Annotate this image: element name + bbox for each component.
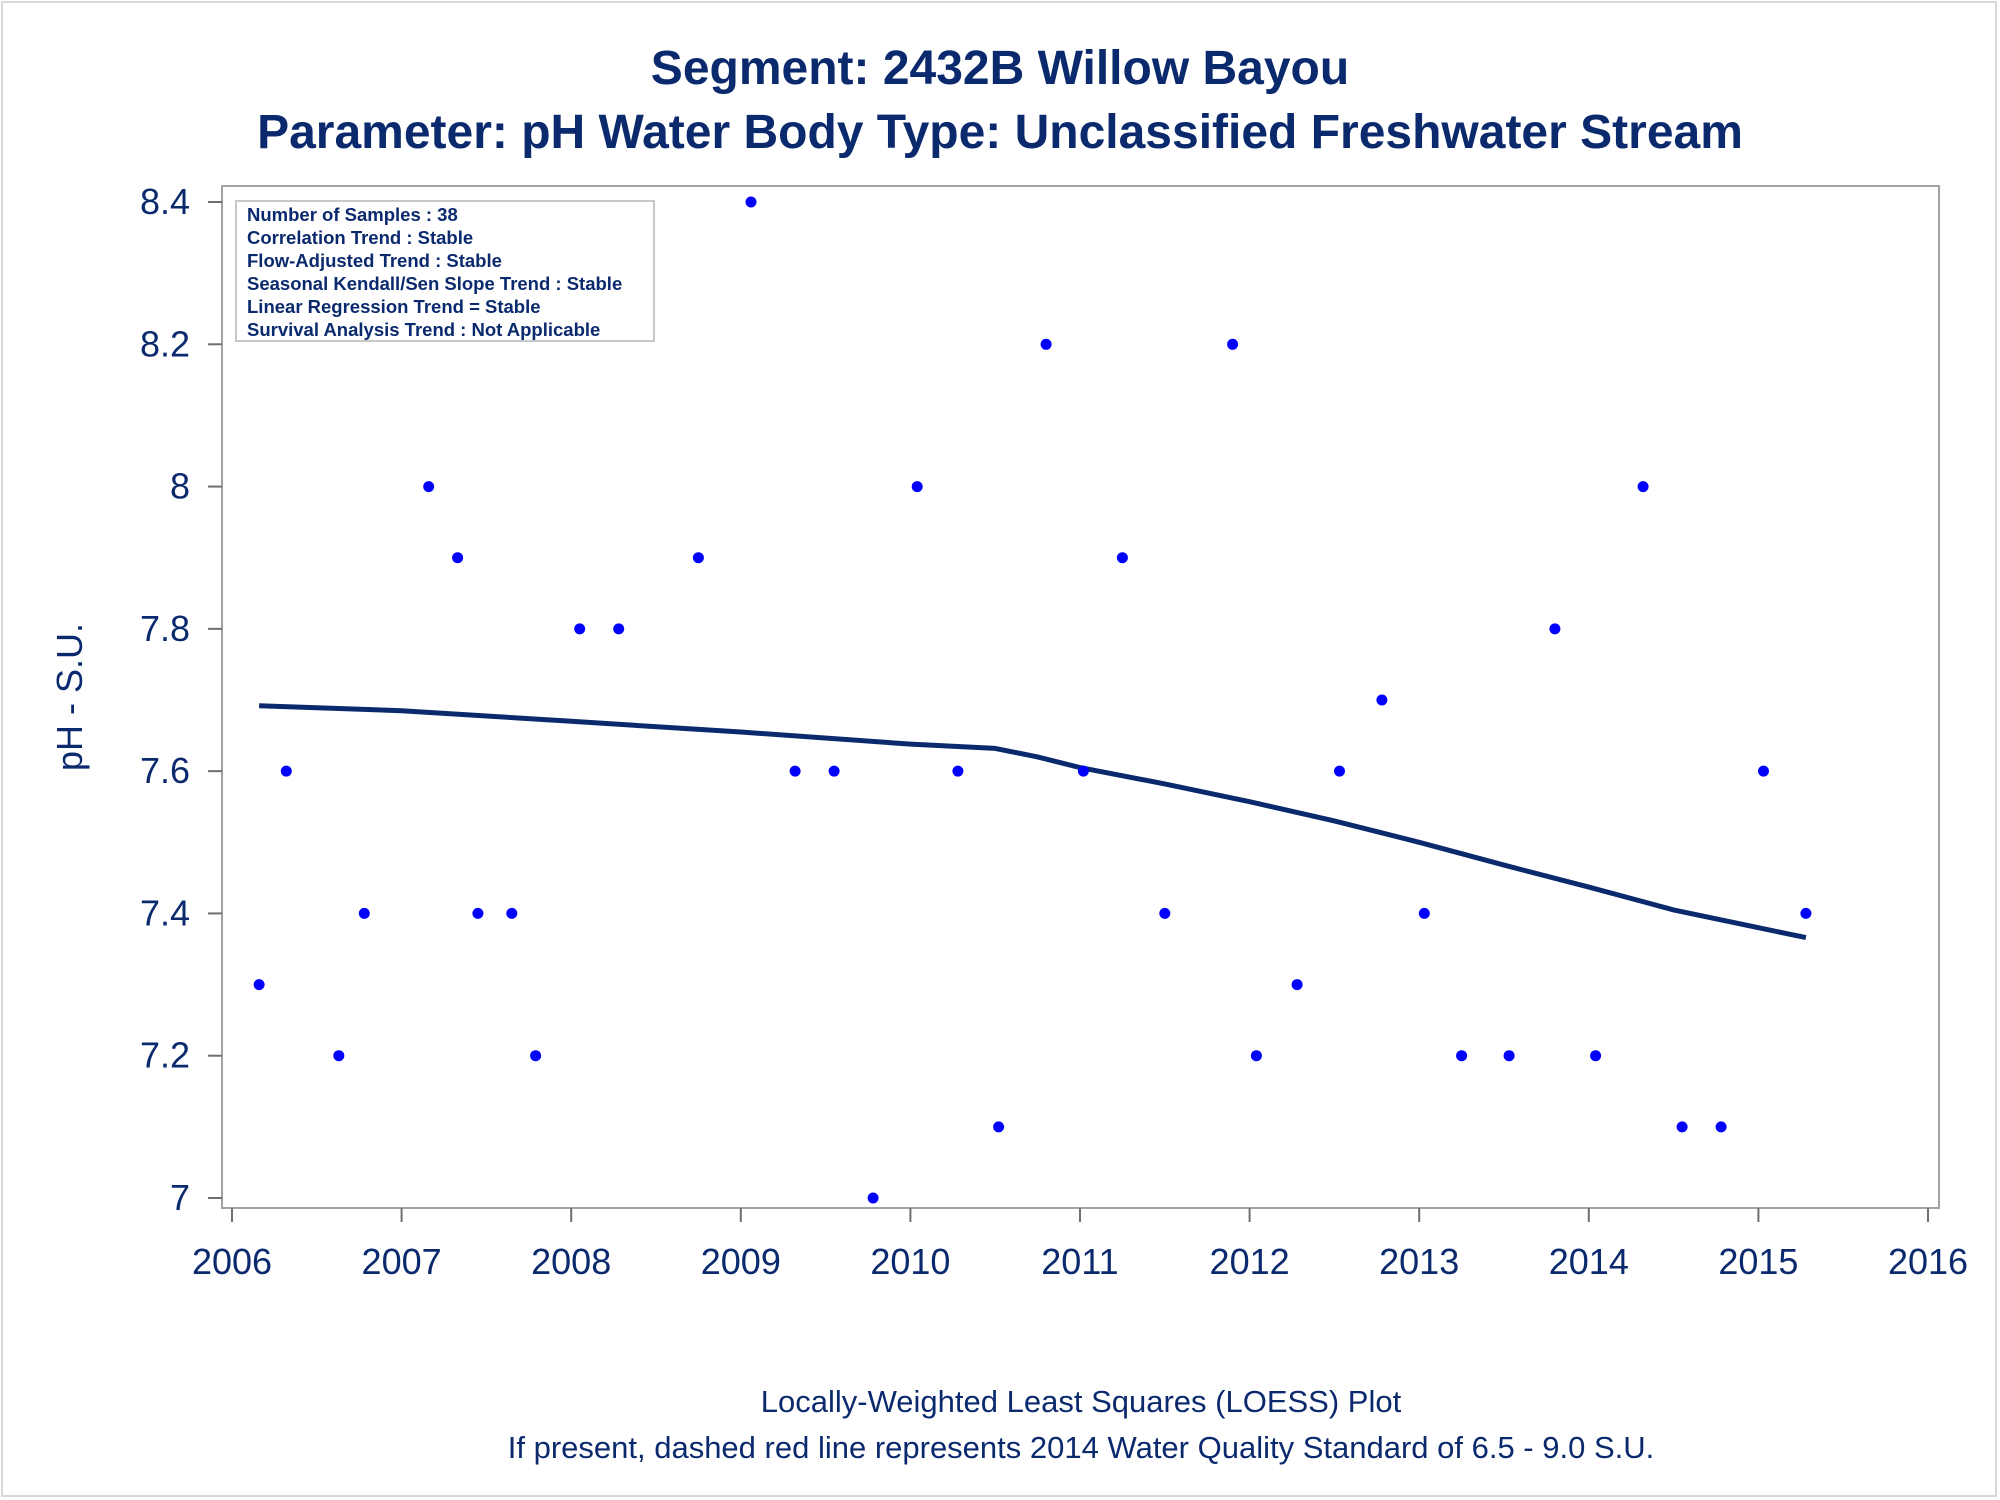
legend-border <box>235 200 655 342</box>
data-point <box>530 1050 542 1062</box>
y-tick-label: 8.2 <box>140 323 190 364</box>
y-tick-label: 8 <box>170 466 190 507</box>
data-point <box>1250 1050 1262 1062</box>
y-axis: 7 7.2 7.4 7.6 7.8 8 8.2 8.4 <box>140 181 222 1218</box>
data-point <box>911 481 923 493</box>
data-point <box>1040 338 1052 350</box>
x-tick-label: 2011 <box>1041 1241 1118 1282</box>
data-point <box>253 979 265 991</box>
x-tick-label: 2007 <box>362 1241 442 1282</box>
data-point <box>1800 907 1812 919</box>
x-tick-label: 2014 <box>1549 1241 1629 1282</box>
data-point <box>1503 1050 1515 1062</box>
footnote-loess: Locally-Weighted Least Squares (LOESS) P… <box>761 1384 1402 1419</box>
y-tick-label: 7.2 <box>140 1035 190 1076</box>
chart-subtitle: Parameter: pH Water Body Type: Unclassif… <box>257 106 1743 159</box>
legend-survival-analysis-trend: Survival Analysis Trend : Not Applicable <box>247 319 600 340</box>
points-layer <box>253 196 1812 1204</box>
legend-correlation-trend: Correlation Trend : Stable <box>247 227 473 248</box>
data-point <box>1376 694 1388 706</box>
data-point <box>472 907 484 919</box>
data-point <box>1456 1050 1468 1062</box>
x-tick-label: 2012 <box>1210 1241 1290 1282</box>
data-point <box>692 552 704 564</box>
legend-sample-count: Number of Samples : 38 <box>247 204 458 225</box>
data-point <box>1758 765 1769 777</box>
x-tick-label: 2016 <box>1888 1241 1968 1282</box>
data-point <box>952 765 964 777</box>
legend-seasonal-kendall-trend: Seasonal Kendall/Sen Slope Trend : Stabl… <box>247 273 622 294</box>
y-tick-label: 7 <box>170 1177 190 1218</box>
x-tick-label: 2013 <box>1379 1241 1459 1282</box>
loess-curve <box>259 703 1807 941</box>
chart-title: Segment: 2432B Willow Bayou <box>651 42 1349 95</box>
x-tick-label: 2010 <box>870 1241 950 1282</box>
data-point <box>452 552 464 564</box>
data-point <box>1077 765 1089 777</box>
y-tick-label: 8.4 <box>140 181 190 222</box>
x-tick-label: 2006 <box>192 1241 272 1282</box>
data-point <box>1227 338 1239 350</box>
legend-box: Number of Samples : 38 Correlation Trend… <box>235 200 655 342</box>
data-point <box>358 907 370 919</box>
data-point <box>1291 979 1303 991</box>
data-point <box>828 765 840 777</box>
x-tick-label: 2008 <box>531 1241 611 1282</box>
y-tick-label: 7.8 <box>140 608 190 649</box>
data-point <box>280 765 292 777</box>
data-point <box>789 765 801 777</box>
data-point <box>1715 1121 1727 1133</box>
data-point <box>1549 623 1561 635</box>
data-point <box>1334 765 1345 777</box>
data-point <box>867 1192 879 1204</box>
data-point <box>993 1121 1005 1133</box>
data-point <box>1590 1050 1602 1062</box>
x-tick-label: 2009 <box>701 1241 781 1282</box>
data-point <box>613 623 625 635</box>
data-point <box>1637 481 1649 493</box>
y-axis-label: pH - S.U. <box>49 623 90 771</box>
footnote-standard: If present, dashed red line represents 2… <box>508 1430 1655 1465</box>
x-tick-label: 2015 <box>1718 1241 1798 1282</box>
data-point <box>423 481 435 493</box>
y-tick-label: 7.4 <box>140 892 190 933</box>
x-axis: 2006 2007 2008 2009 2010 2011 2012 2013 2014 2015… <box>192 1208 1968 1282</box>
loess-layer <box>259 703 1807 941</box>
data-point <box>745 196 757 208</box>
data-point <box>333 1050 345 1062</box>
legend-linear-regression-trend: Linear Regression Trend = Stable <box>247 296 541 317</box>
data-point <box>1418 907 1430 919</box>
data-point <box>574 623 586 635</box>
data-point <box>1676 1121 1688 1133</box>
legend-flow-adjusted-trend: Flow-Adjusted Trend : Stable <box>247 250 502 271</box>
data-point <box>1159 907 1171 919</box>
data-point <box>506 907 518 919</box>
y-tick-label: 7.6 <box>140 750 190 791</box>
data-point <box>1116 552 1128 564</box>
